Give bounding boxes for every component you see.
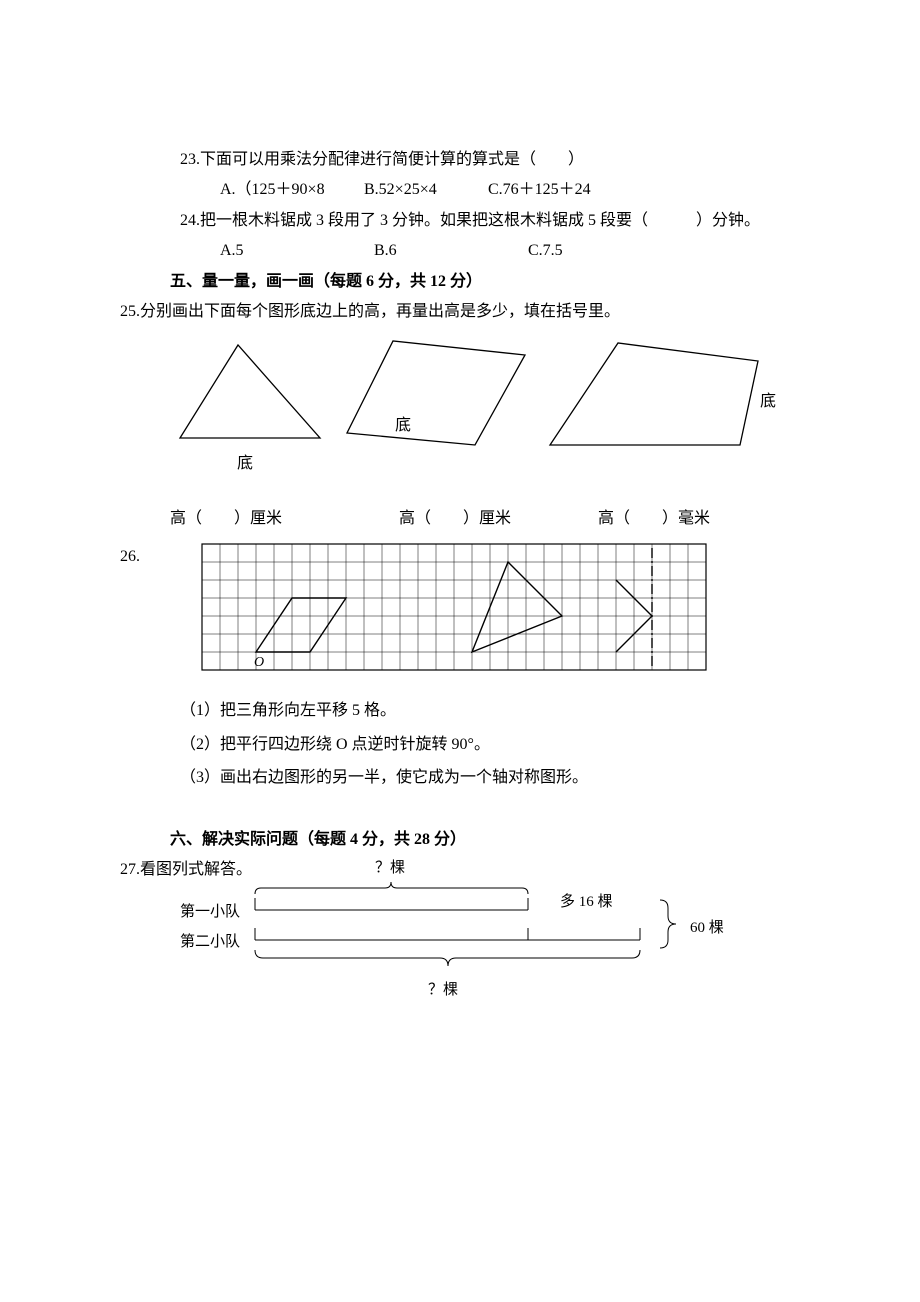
q25-h2: 高（ ）厘米 xyxy=(399,504,511,534)
q27-topq: ？棵 xyxy=(375,854,405,883)
q26-subs: （1）把三角形向左平移 5 格。 （2）把平行四边形绕 O 点逆时针旋转 90°… xyxy=(120,694,800,795)
q25-shape3-bottom: 底 xyxy=(760,387,776,417)
q25-shape3: 底 xyxy=(540,333,770,479)
q27-team2: 第二小队 xyxy=(180,928,240,957)
q24-text: 24.把一根木料锯成 3 段用了 3 分钟。如果把这根木料锯成 5 段要（ ）分… xyxy=(120,206,800,236)
q26-sub1: （1）把三角形向左平移 5 格。 xyxy=(180,694,800,728)
q23-options: A.（125＋90×8 B.52×25×4 C.76＋125＋24 xyxy=(120,175,800,205)
q24-optA: A.5 xyxy=(220,236,370,266)
q23-text: 23.下面可以用乘法分配律进行简便计算的算式是（ ） xyxy=(120,145,800,175)
q26-sub3: （3）画出右边图形的另一半，使它成为一个轴对称图形。 xyxy=(180,761,800,795)
q25-shape2-bottom: 底 xyxy=(395,411,411,441)
q27-more: 多 16 棵 xyxy=(560,888,613,917)
svg-text:O: O xyxy=(254,655,264,670)
q25-shapes: 底 底 底 xyxy=(120,333,800,479)
q27-bottomq: ？棵 xyxy=(428,976,458,1005)
trapezoid-svg xyxy=(540,333,770,453)
q25-shape2: 底 xyxy=(335,333,535,479)
q26-sub2: （2）把平行四边形绕 O 点逆时针旋转 90°。 xyxy=(180,728,800,762)
q25-shape1: 底 xyxy=(160,333,330,479)
q26-row: 26. O xyxy=(120,542,800,672)
q26-grid: O xyxy=(200,542,708,672)
triangle-svg xyxy=(160,333,330,453)
q27-team1: 第一小队 xyxy=(180,898,240,927)
q27-svg xyxy=(160,880,760,1020)
q25-text: 25.分别画出下面每个图形底边上的高，再量出高是多少，填在括号里。 xyxy=(120,297,800,327)
q23-optB: B.52×25×4 xyxy=(364,175,484,205)
q23-optA: A.（125＋90×8 xyxy=(220,175,360,205)
q25-h1: 高（ ）厘米 xyxy=(170,504,282,534)
q24-optC: C.7.5 xyxy=(528,236,563,266)
q24-options: A.5 B.6 C.7.5 xyxy=(120,236,800,266)
section5-title: 五、量一量，画一画（每题 6 分，共 12 分） xyxy=(120,267,800,297)
q27-diagram: ？棵 第一小队 第二小队 多 16 棵 60 棵 ？棵 xyxy=(160,880,800,1020)
q23-optC: C.76＋125＋24 xyxy=(488,175,591,205)
q26-num: 26. xyxy=(120,542,200,572)
q25-heights: 高（ ）厘米 高（ ）厘米 高（ ）毫米 xyxy=(120,504,800,534)
section6-title: 六、解决实际问题（每题 4 分，共 28 分） xyxy=(120,825,800,855)
q24-optB: B.6 xyxy=(374,236,524,266)
parallelogram-svg xyxy=(335,333,535,453)
q27-total: 60 棵 xyxy=(690,914,724,943)
q25-h3: 高（ ）毫米 xyxy=(598,504,710,534)
q25-shape1-bottom: 底 xyxy=(237,449,253,479)
